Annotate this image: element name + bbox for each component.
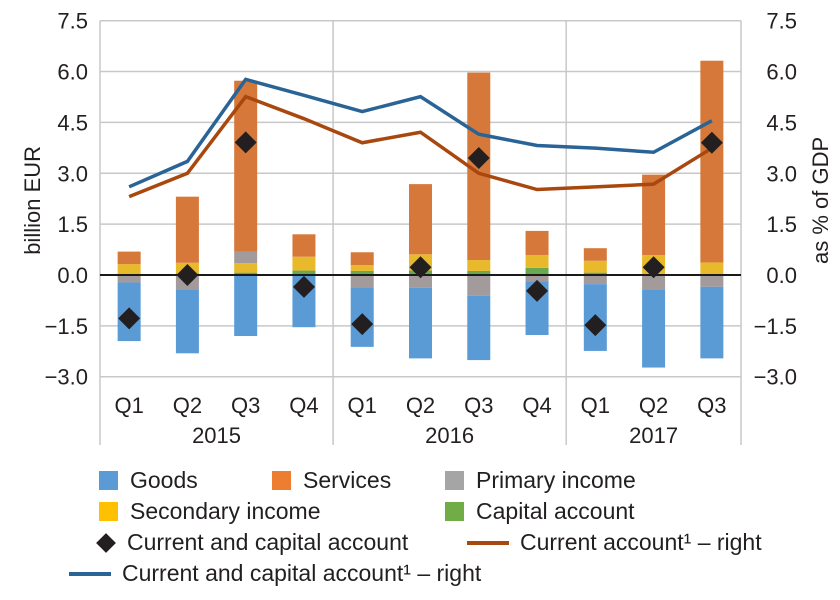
x-tick-label: Q3 [697, 393, 726, 418]
bar-primary-income [525, 274, 549, 282]
bar-services [175, 196, 199, 263]
x-tick-label: Q4 [522, 393, 551, 418]
year-label: 2017 [629, 423, 678, 448]
x-tick-label: Q2 [406, 393, 435, 418]
markers [118, 131, 723, 337]
y-tick-label-right: −3.0 [754, 365, 797, 390]
bar-goods [175, 289, 199, 354]
bar-secondary-income [525, 254, 549, 268]
year-label: 2015 [192, 423, 241, 448]
diamond-marker [526, 279, 549, 302]
bar-primary-income [700, 274, 724, 287]
bar-capital-account [292, 270, 316, 275]
y-tick-label-left: 1.5 [57, 212, 88, 237]
x-tick-label: Q1 [581, 393, 610, 418]
y-tick-label-left: 6.0 [57, 60, 88, 85]
x-tick-label: Q2 [639, 393, 668, 418]
bar-secondary-income [583, 260, 607, 273]
bar-services [583, 248, 607, 261]
bar-capital-account [467, 270, 491, 275]
bar-capital-account [350, 270, 374, 275]
bar-goods [642, 289, 666, 368]
y-tick-label-right: 4.5 [766, 110, 797, 135]
y-tick-label-right: 1.5 [766, 212, 797, 237]
bar-goods [700, 286, 724, 359]
bar-capital-account [525, 267, 549, 275]
diamond-marker [292, 275, 315, 298]
bar-secondary-income [117, 264, 141, 275]
x-tick-label: Q3 [231, 393, 260, 418]
diamond-marker [409, 256, 432, 279]
bar-services [700, 60, 724, 263]
lines [128, 77, 713, 199]
y-tick-label-right: 7.5 [766, 9, 797, 34]
diamond-marker [467, 147, 490, 170]
diamond-marker [176, 263, 199, 286]
bar-secondary-income [234, 263, 258, 273]
y-tick-label-right: 6.0 [766, 60, 797, 85]
y-tick-label-right: 3.0 [766, 161, 797, 186]
bar-services [350, 252, 374, 266]
bar-primary-income [234, 251, 258, 264]
bar-secondary-income [700, 262, 724, 275]
y-axis-title-left: billion EUR [20, 146, 45, 255]
year-label: 2016 [425, 423, 474, 448]
bars [117, 60, 724, 368]
bar-services [409, 184, 432, 255]
diamond-marker [351, 313, 374, 336]
y-tick-label-left: 0.0 [57, 263, 88, 288]
bar-primary-income [350, 274, 374, 288]
bar-primary-income [409, 274, 432, 288]
x-tick-label: Q2 [173, 393, 202, 418]
y-tick-label-right: −1.5 [754, 314, 797, 339]
x-tick-label: Q1 [348, 393, 377, 418]
diamond-marker [234, 131, 257, 154]
y-tick-label-right: 0.0 [766, 263, 797, 288]
bar-capital-account [234, 272, 258, 275]
current-account-line [128, 94, 713, 199]
y-axis-title-right: as % of GDP [808, 137, 833, 264]
y-tick-label-left: −1.5 [45, 314, 88, 339]
diamond-marker [642, 256, 665, 279]
y-tick-label-left: −3.0 [45, 365, 88, 390]
bar-services [292, 234, 316, 257]
bar-services [525, 230, 549, 255]
x-tick-label: Q1 [114, 393, 143, 418]
y-tick-label-left: 4.5 [57, 110, 88, 135]
diamond-marker [700, 131, 723, 154]
y-tick-label-left: 3.0 [57, 161, 88, 186]
bar-goods [409, 287, 432, 359]
bar-goods [234, 274, 258, 337]
x-tick-label: Q3 [464, 393, 493, 418]
bar-secondary-income [350, 265, 374, 271]
bar-capital-account [583, 272, 607, 275]
diamond-marker [584, 314, 607, 337]
x-tick-label: Q4 [289, 393, 318, 418]
bar-primary-income [117, 274, 141, 283]
bar-goods [467, 295, 491, 361]
bar-services [117, 251, 141, 265]
bar-services [234, 80, 258, 252]
y-tick-label-left: 7.5 [57, 9, 88, 34]
bar-secondary-income [292, 256, 316, 271]
bar-primary-income [467, 274, 491, 296]
bar-services [642, 174, 666, 255]
bar-primary-income [642, 274, 666, 290]
bar-secondary-income [467, 260, 491, 271]
labels: 7.5 7.5 6.0 6.0 4.5 4.5 3.0 3.0 1.5 1.5 0.0 0.0 −1.5… [20, 9, 833, 448]
diamond-marker [118, 307, 141, 330]
bar-primary-income [583, 274, 607, 285]
